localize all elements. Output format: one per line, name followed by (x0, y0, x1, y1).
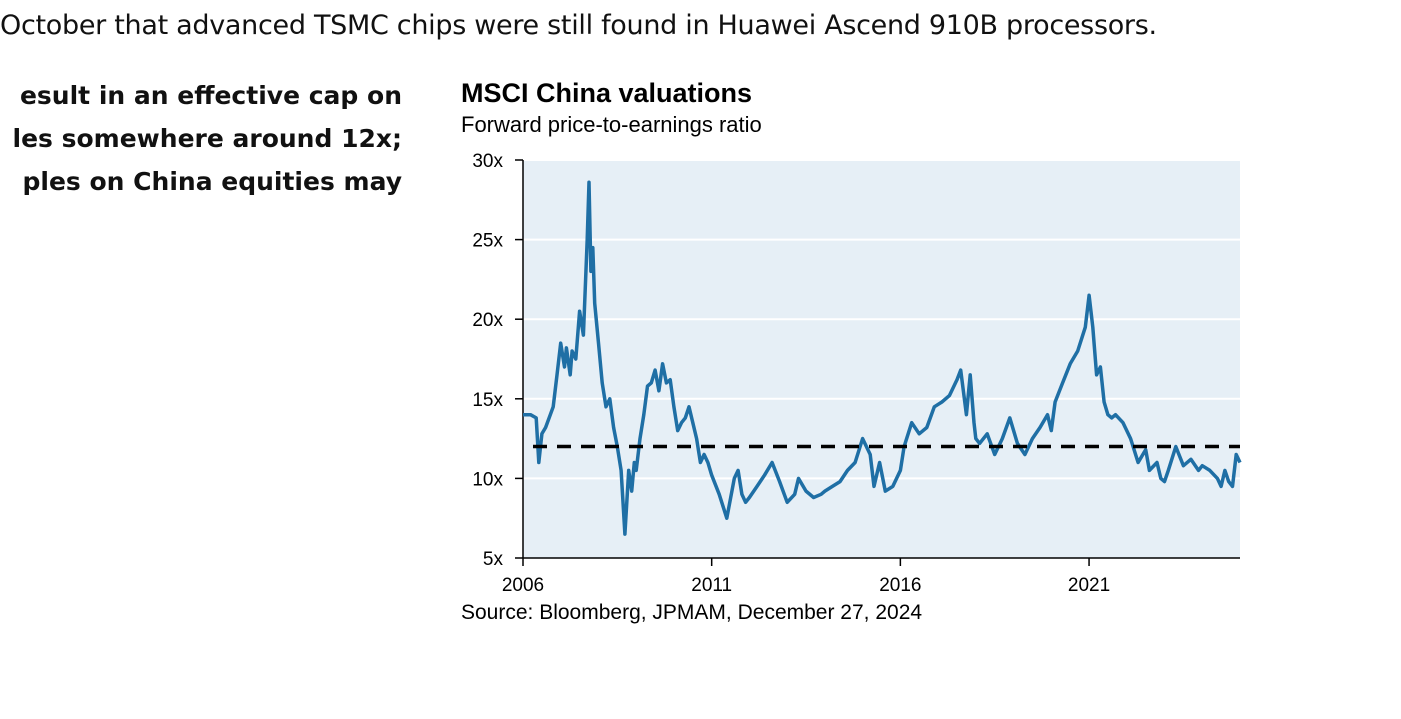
x-tick-label: 2016 (879, 575, 921, 596)
y-tick-label: 25x (472, 231, 503, 252)
article-top-line: October that advanced TSMC chips were st… (0, 10, 1157, 41)
pe-ratio-series-line (523, 180, 1242, 536)
y-tick-label: 20x (472, 310, 503, 331)
y-tick-label: 10x (472, 469, 503, 490)
x-tick-label: 2011 (691, 575, 732, 596)
article-left-line: esult in an effective cap on (19, 81, 402, 110)
chart-subtitle: Forward price-to-earnings ratio (461, 112, 762, 137)
article-left-line: les somewhere around 12x; (12, 124, 403, 153)
plot-background (523, 160, 1240, 558)
x-tick-label: 2006 (502, 575, 544, 596)
article-left-line: ples on China equities may (22, 167, 403, 196)
y-tick-label: 30x (472, 151, 503, 172)
chart-title: MSCI China valuations (461, 78, 753, 108)
y-tick-label: 5x (483, 549, 504, 570)
y-tick-label: 15x (472, 390, 503, 411)
chart-source: Source: Bloomberg, JPMAM, December 27, 2… (461, 601, 923, 624)
x-tick-label: 2021 (1068, 575, 1110, 596)
article-left-text: esult in an effective cap on les somewhe… (0, 74, 403, 203)
